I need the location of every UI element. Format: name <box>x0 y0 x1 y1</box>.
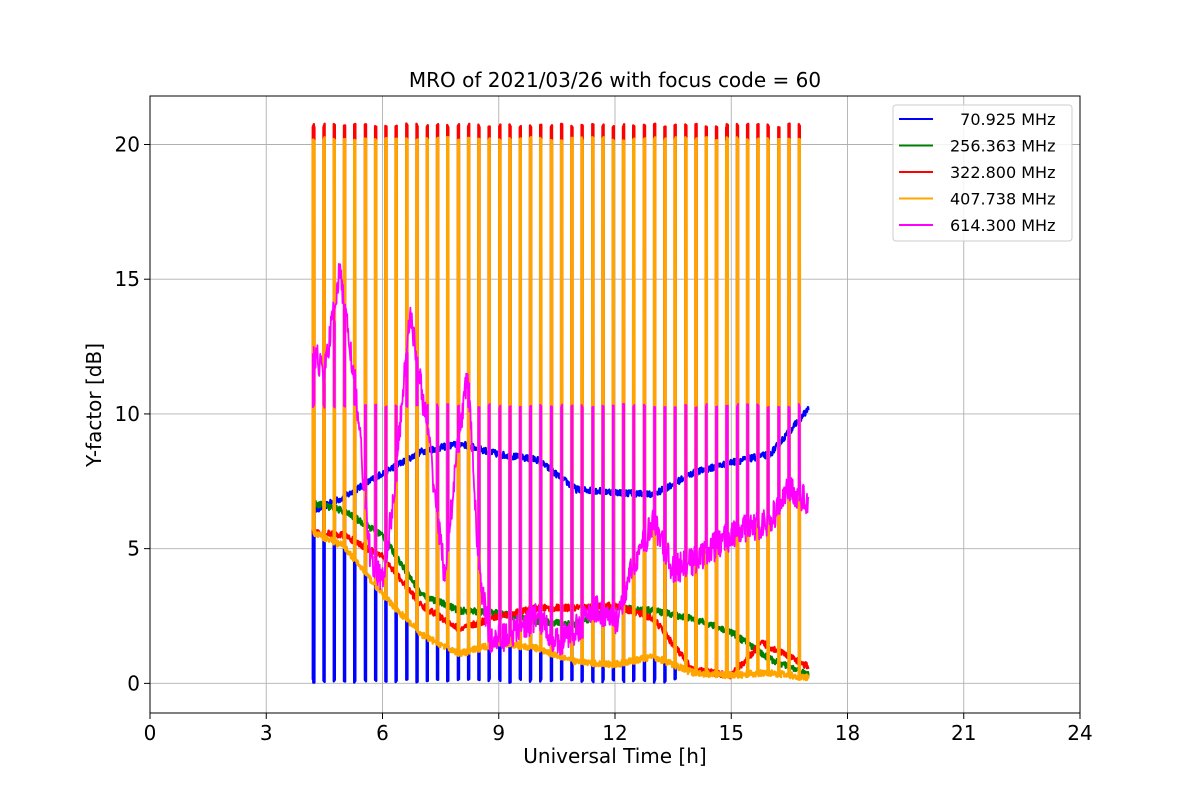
y-tick-label: 10 <box>115 402 140 426</box>
legend-entry: 322.800 MHz <box>899 163 1055 182</box>
y-tick-label: 5 <box>127 537 140 561</box>
x-tick-label: 21 <box>951 721 976 745</box>
x-tick-label: 9 <box>492 721 505 745</box>
x-tick-label: 3 <box>260 721 273 745</box>
legend-label: 256.363 MHz <box>950 137 1055 156</box>
legend-entry: 70.925 MHz <box>899 110 1055 129</box>
legend-label: 614.300 MHz <box>950 216 1055 235</box>
legend-label: 70.925 MHz <box>950 110 1055 129</box>
series-614-300-mhz <box>311 263 810 656</box>
series-line <box>311 135 810 682</box>
legend: 70.925 MHz 256.363 MHz 322.800 MHz 407.738 … <box>892 104 1073 242</box>
y-tick-label: 15 <box>115 267 140 291</box>
x-tick-label: 0 <box>144 721 157 745</box>
series-layer <box>311 122 810 684</box>
x-tick-label: 18 <box>835 721 860 745</box>
series-407-738-mhz <box>311 135 810 682</box>
y-tick-label: 0 <box>127 671 140 695</box>
legend-entry: 407.738 MHz <box>899 190 1055 209</box>
legend-label: 407.738 MHz <box>950 190 1055 209</box>
legend-label: 322.800 MHz <box>950 163 1055 182</box>
x-tick-label: 15 <box>719 721 744 745</box>
x-axis-label: Universal Time [h] <box>523 744 706 768</box>
series-line <box>311 263 810 656</box>
legend-box <box>892 104 1073 242</box>
legend-entry: 614.300 MHz <box>899 216 1055 235</box>
x-tick-label: 24 <box>1067 721 1092 745</box>
y-axis-label: Y-factor [dB] <box>82 343 106 468</box>
x-tick-label: 6 <box>376 721 389 745</box>
x-tick-label: 12 <box>602 721 627 745</box>
ticks: 0 3 6 9 12 15 18 21 24 0 5 10 15 20 <box>115 132 1093 745</box>
legend-entry: 256.363 MHz <box>899 137 1055 156</box>
chart-title: MRO of 2021/03/26 with focus code = 60 <box>409 68 821 92</box>
y-tick-label: 20 <box>115 132 140 156</box>
